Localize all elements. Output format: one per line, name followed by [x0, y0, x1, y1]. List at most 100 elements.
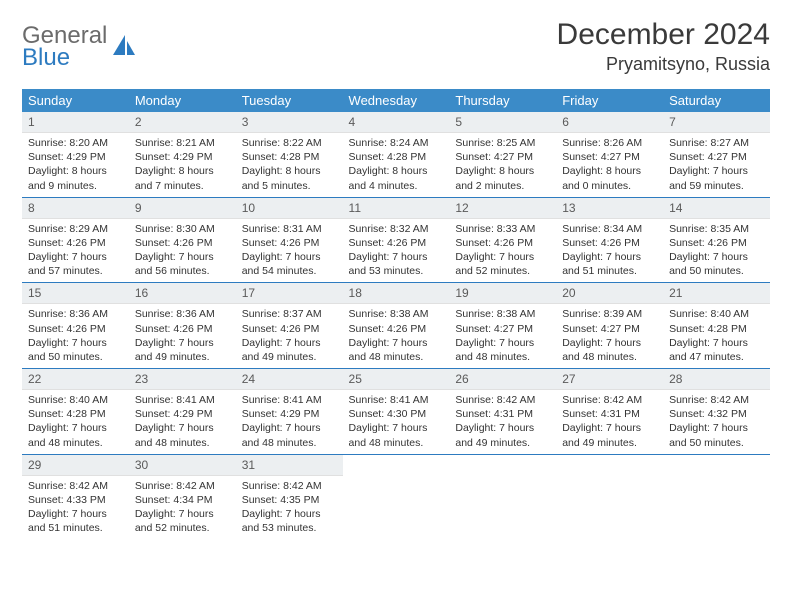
calendar-cell: 17Sunrise: 8:37 AMSunset: 4:26 PMDayligh…	[236, 283, 343, 369]
day-body: Sunrise: 8:26 AMSunset: 4:27 PMDaylight:…	[556, 133, 663, 197]
calendar-body: 1 Sunrise: 8:20 AM Sunset: 4:29 PM Daylight…	[22, 112, 770, 539]
calendar-cell: 26Sunrise: 8:42 AMSunset: 4:31 PMDayligh…	[449, 369, 556, 455]
sunset: Sunset: 4:27 PM	[455, 322, 550, 336]
day-number: 1	[22, 112, 129, 133]
day-body: Sunrise: 8:38 AMSunset: 4:26 PMDaylight:…	[343, 304, 450, 368]
calendar-cell: 27Sunrise: 8:42 AMSunset: 4:31 PMDayligh…	[556, 369, 663, 455]
day-body: Sunrise: 8:29 AMSunset: 4:26 PMDaylight:…	[22, 219, 129, 283]
daylight: Daylight: 7 hours and 48 minutes.	[349, 336, 444, 364]
sunset: Sunset: 4:26 PM	[455, 236, 550, 250]
sunset: Sunset: 4:29 PM	[135, 150, 230, 164]
day-number: 19	[449, 283, 556, 304]
day-number: 17	[236, 283, 343, 304]
day-header: Thursday	[449, 89, 556, 112]
calendar-cell: 7Sunrise: 8:27 AMSunset: 4:27 PMDaylight…	[663, 112, 770, 197]
sunset: Sunset: 4:28 PM	[242, 150, 337, 164]
sunrise: Sunrise: 8:30 AM	[135, 222, 230, 236]
day-number: 24	[236, 369, 343, 390]
sunrise: Sunrise: 8:38 AM	[455, 307, 550, 321]
daylight: Daylight: 7 hours and 53 minutes.	[242, 507, 337, 535]
sunset: Sunset: 4:31 PM	[562, 407, 657, 421]
day-number: 9	[129, 198, 236, 219]
calendar-cell: 24Sunrise: 8:41 AMSunset: 4:29 PMDayligh…	[236, 369, 343, 455]
day-body: Sunrise: 8:42 AMSunset: 4:32 PMDaylight:…	[663, 390, 770, 454]
sunset: Sunset: 4:28 PM	[669, 322, 764, 336]
calendar-cell: 10Sunrise: 8:31 AMSunset: 4:26 PMDayligh…	[236, 197, 343, 283]
day-number: 2	[129, 112, 236, 133]
sunrise: Sunrise: 8:24 AM	[349, 136, 444, 150]
daylight: Daylight: 8 hours and 5 minutes.	[242, 164, 337, 192]
day-number: 30	[129, 455, 236, 476]
day-body: Sunrise: 8:31 AMSunset: 4:26 PMDaylight:…	[236, 219, 343, 283]
calendar-cell: 8Sunrise: 8:29 AMSunset: 4:26 PMDaylight…	[22, 197, 129, 283]
sunset: Sunset: 4:30 PM	[349, 407, 444, 421]
day-number: 25	[343, 369, 450, 390]
calendar-table: SundayMondayTuesdayWednesdayThursdayFrid…	[22, 89, 770, 539]
sunset: Sunset: 4:29 PM	[242, 407, 337, 421]
daylight: Daylight: 7 hours and 50 minutes.	[669, 421, 764, 449]
daylight: Daylight: 7 hours and 48 minutes.	[28, 421, 123, 449]
sunset: Sunset: 4:26 PM	[242, 322, 337, 336]
daylight: Daylight: 7 hours and 57 minutes.	[28, 250, 123, 278]
day-number: 28	[663, 369, 770, 390]
sunrise: Sunrise: 8:21 AM	[135, 136, 230, 150]
day-header: Wednesday	[343, 89, 450, 112]
calendar-cell: 15Sunrise: 8:36 AMSunset: 4:26 PMDayligh…	[22, 283, 129, 369]
sunrise: Sunrise: 8:41 AM	[242, 393, 337, 407]
day-body: Sunrise: 8:22 AMSunset: 4:28 PMDaylight:…	[236, 133, 343, 197]
day-number: 26	[449, 369, 556, 390]
sunrise: Sunrise: 8:31 AM	[242, 222, 337, 236]
location: Pryamitsyno, Russia	[557, 54, 770, 75]
calendar-row: 29Sunrise: 8:42 AMSunset: 4:33 PMDayligh…	[22, 454, 770, 539]
day-number: 22	[22, 369, 129, 390]
title-block: December 2024 Pryamitsyno, Russia	[557, 18, 770, 75]
daylight: Daylight: 7 hours and 51 minutes.	[28, 507, 123, 535]
sunrise: Sunrise: 8:36 AM	[28, 307, 123, 321]
sunrise: Sunrise: 8:41 AM	[349, 393, 444, 407]
daylight: Daylight: 7 hours and 50 minutes.	[28, 336, 123, 364]
sunset: Sunset: 4:26 PM	[28, 236, 123, 250]
sunset: Sunset: 4:33 PM	[28, 493, 123, 507]
calendar-row: 1 Sunrise: 8:20 AM Sunset: 4:29 PM Daylight…	[22, 112, 770, 197]
logo-blue: Blue	[22, 46, 107, 70]
daylight: Daylight: 7 hours and 53 minutes.	[349, 250, 444, 278]
day-body: Sunrise: 8:41 AMSunset: 4:29 PMDaylight:…	[236, 390, 343, 454]
day-number: 16	[129, 283, 236, 304]
daylight: Daylight: 8 hours and 0 minutes.	[562, 164, 657, 192]
calendar-cell: 20Sunrise: 8:39 AMSunset: 4:27 PMDayligh…	[556, 283, 663, 369]
logo-text-block: General Blue	[22, 24, 107, 70]
day-body: Sunrise: 8:36 AMSunset: 4:26 PMDaylight:…	[22, 304, 129, 368]
sunrise: Sunrise: 8:42 AM	[562, 393, 657, 407]
calendar-cell: 16Sunrise: 8:36 AMSunset: 4:26 PMDayligh…	[129, 283, 236, 369]
calendar-cell: 28Sunrise: 8:42 AMSunset: 4:32 PMDayligh…	[663, 369, 770, 455]
day-body: Sunrise: 8:42 AMSunset: 4:34 PMDaylight:…	[129, 476, 236, 540]
sunset: Sunset: 4:28 PM	[349, 150, 444, 164]
sunrise: Sunrise: 8:20 AM	[28, 136, 123, 150]
calendar-cell: 12Sunrise: 8:33 AMSunset: 4:26 PMDayligh…	[449, 197, 556, 283]
day-body: Sunrise: 8:34 AMSunset: 4:26 PMDaylight:…	[556, 219, 663, 283]
day-body: Sunrise: 8:24 AMSunset: 4:28 PMDaylight:…	[343, 133, 450, 197]
day-body: Sunrise: 8:42 AMSunset: 4:35 PMDaylight:…	[236, 476, 343, 540]
day-body: Sunrise: 8:36 AMSunset: 4:26 PMDaylight:…	[129, 304, 236, 368]
calendar-cell: 5Sunrise: 8:25 AMSunset: 4:27 PMDaylight…	[449, 112, 556, 197]
sunrise: Sunrise: 8:42 AM	[242, 479, 337, 493]
sunrise: Sunrise: 8:25 AM	[455, 136, 550, 150]
sunset: Sunset: 4:27 PM	[455, 150, 550, 164]
calendar-cell: 25Sunrise: 8:41 AMSunset: 4:30 PMDayligh…	[343, 369, 450, 455]
sunset: Sunset: 4:26 PM	[349, 236, 444, 250]
day-number: 6	[556, 112, 663, 133]
day-body: Sunrise: 8:21 AMSunset: 4:29 PMDaylight:…	[129, 133, 236, 197]
day-header: Saturday	[663, 89, 770, 112]
day-number: 29	[22, 455, 129, 476]
calendar-cell	[556, 454, 663, 539]
daylight: Daylight: 7 hours and 47 minutes.	[669, 336, 764, 364]
daylight: Daylight: 7 hours and 48 minutes.	[135, 421, 230, 449]
day-body: Sunrise: 8:38 AMSunset: 4:27 PMDaylight:…	[449, 304, 556, 368]
daylight: Daylight: 8 hours and 9 minutes.	[28, 164, 123, 192]
daylight: Daylight: 7 hours and 54 minutes.	[242, 250, 337, 278]
sunrise: Sunrise: 8:27 AM	[669, 136, 764, 150]
day-body: Sunrise: 8:41 AMSunset: 4:29 PMDaylight:…	[129, 390, 236, 454]
daylight: Daylight: 8 hours and 2 minutes.	[455, 164, 550, 192]
day-header: Friday	[556, 89, 663, 112]
sunrise: Sunrise: 8:40 AM	[669, 307, 764, 321]
